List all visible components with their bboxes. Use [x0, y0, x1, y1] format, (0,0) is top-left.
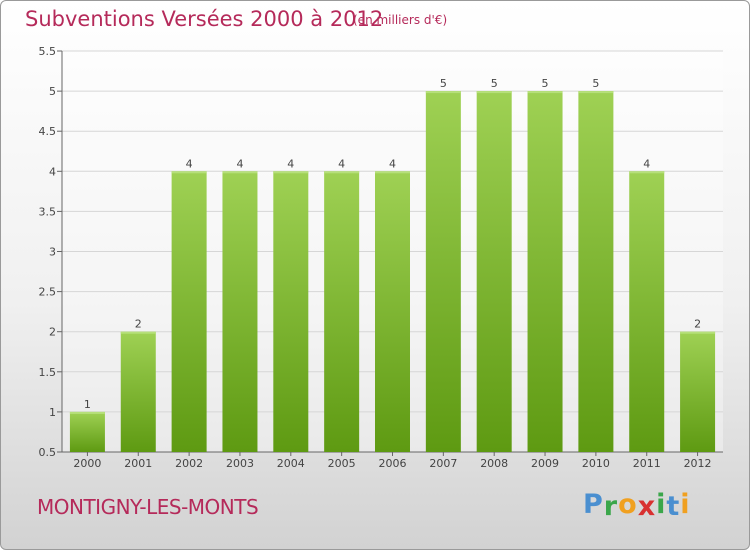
x-tick-label: 2004: [277, 457, 305, 470]
bar-top-highlight: [527, 91, 563, 94]
y-tick-label: 3: [49, 246, 56, 259]
bar-top-highlight: [69, 411, 105, 414]
y-tick-label: 3.5: [39, 205, 57, 218]
x-tick-label: 2009: [531, 457, 559, 470]
bar: [222, 171, 258, 453]
data-label: 1: [84, 398, 91, 411]
x-tick-label: 2011: [633, 457, 661, 470]
x-tick-label: 2007: [429, 457, 457, 470]
data-label: 2: [135, 318, 142, 331]
data-label: 4: [389, 157, 396, 170]
x-tick-label: 2012: [684, 457, 712, 470]
y-tick-label: 1.5: [39, 366, 57, 379]
bar: [629, 171, 665, 453]
bar-top-highlight: [425, 91, 461, 94]
logo-letter: x: [637, 491, 657, 522]
bar-top-highlight: [578, 91, 614, 94]
y-tick-label: 4: [49, 165, 56, 178]
y-tick-label: 5.5: [39, 45, 57, 58]
y-tick-label: 0.5: [39, 446, 57, 459]
data-label: 5: [542, 77, 549, 90]
data-label: 4: [338, 157, 345, 170]
data-label: 2: [694, 318, 701, 331]
bar-top-highlight: [375, 171, 410, 174]
x-tick-label: 2006: [379, 457, 407, 470]
data-label: 4: [287, 157, 294, 170]
data-label: 4: [186, 157, 193, 170]
bar-top-highlight: [680, 331, 716, 334]
data-label: 5: [440, 77, 447, 90]
bar-top-highlight: [120, 331, 156, 334]
bar: [69, 411, 105, 452]
bar-top-highlight: [629, 171, 665, 174]
bar: [120, 331, 156, 452]
x-tick-label: 2002: [175, 457, 203, 470]
bar: [425, 91, 461, 452]
bar: [680, 331, 716, 452]
data-label: 4: [643, 157, 650, 170]
x-tick-label: 2000: [73, 457, 101, 470]
data-label: 5: [491, 77, 498, 90]
y-tick-label: 4.5: [39, 125, 57, 138]
bar: [527, 91, 563, 452]
bar-top-highlight: [476, 91, 512, 94]
logo-letter: t: [666, 491, 681, 522]
bar: [273, 171, 309, 453]
chart-title: Subventions Versées 2000 à 2012: [25, 7, 384, 31]
bar: [375, 171, 410, 453]
x-tick-label: 2008: [480, 457, 508, 470]
x-tick-label: 2010: [582, 457, 610, 470]
bar: [476, 91, 512, 452]
x-tick-label: 2001: [124, 457, 152, 470]
logo-letter: i: [656, 489, 667, 520]
logo-letter: r: [603, 491, 619, 522]
bar-top-highlight: [324, 171, 360, 174]
y-tick-label: 1: [49, 406, 56, 419]
bar-top-highlight: [273, 171, 309, 174]
x-tick-label: 2003: [226, 457, 254, 470]
bar: [171, 171, 207, 453]
x-tick-label: 2005: [328, 457, 356, 470]
commune-name: MONTIGNY-LES-MONTS: [37, 495, 259, 519]
y-tick-label: 2.5: [39, 286, 57, 299]
data-label: 4: [236, 157, 243, 170]
bar: [578, 91, 614, 452]
logo-letter: o: [618, 489, 638, 520]
y-tick-label: 5: [49, 85, 56, 98]
proxiti-logo[interactable]: Proxiti: [583, 489, 691, 522]
bar-top-highlight: [222, 171, 258, 174]
bar: [324, 171, 360, 453]
bar-top-highlight: [171, 171, 207, 174]
logo-letter: i: [680, 489, 691, 520]
chart-subtitle: (en milliers d'€): [353, 13, 448, 27]
logo-letter: P: [583, 489, 604, 520]
data-label: 5: [592, 77, 599, 90]
y-tick-label: 2: [49, 326, 56, 339]
